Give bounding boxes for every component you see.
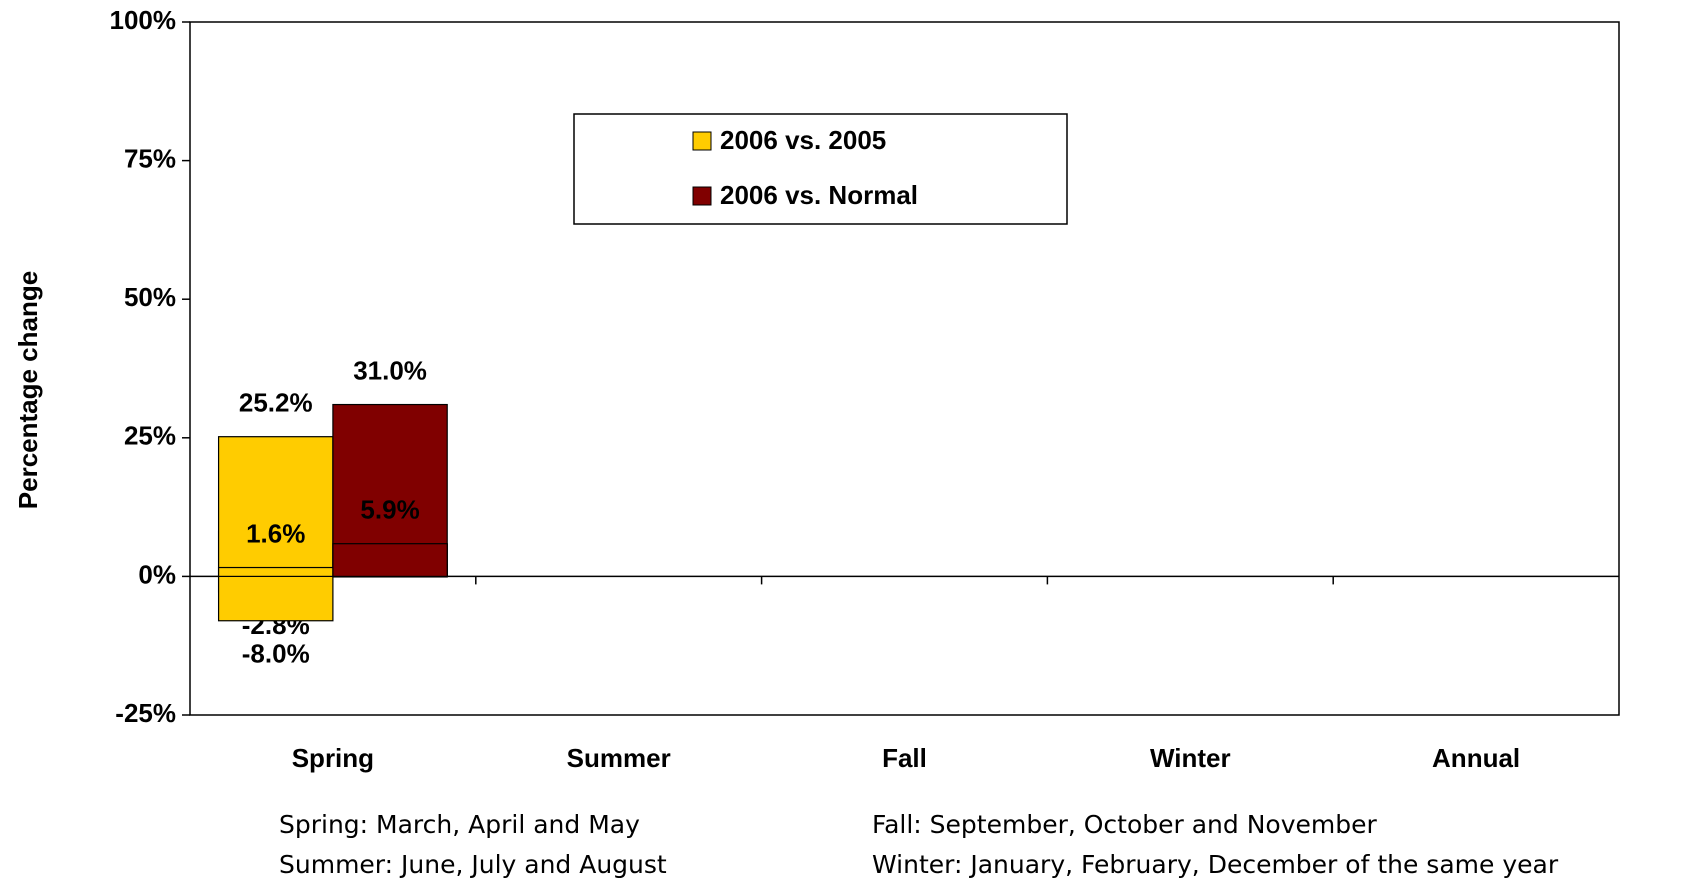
x-tick-label: Summer [567, 743, 671, 773]
y-tick-label: 25% [124, 421, 176, 451]
bar [217, 575, 334, 622]
value-label: 1.6% [246, 518, 305, 548]
value-label: -8.0% [242, 639, 310, 669]
y-tick-label: 0% [138, 559, 176, 589]
footnote: Spring: March, April and May [279, 810, 640, 839]
legend-label: 2006 vs. Normal [720, 180, 918, 210]
x-tick-label: Annual [1432, 743, 1520, 773]
bar [217, 436, 334, 577]
x-tick-label: Spring [292, 743, 374, 773]
x-tick-label: Winter [1150, 743, 1231, 773]
y-tick-label: 75% [124, 143, 176, 173]
footnote: Winter: January, February, December of t… [872, 850, 1559, 879]
y-tick-label: -25% [115, 698, 176, 728]
y-tick-label: 100% [110, 5, 177, 35]
bar [332, 543, 448, 578]
y-axis-title: Percentage change [13, 271, 43, 509]
legend-swatch [692, 131, 712, 151]
footnote: Summer: June, July and August [279, 850, 667, 879]
x-tick-label: Fall [882, 743, 927, 773]
legend-swatch [692, 186, 712, 206]
legend-label: 2006 vs. 2005 [720, 125, 886, 155]
value-label: 31.0% [353, 355, 427, 385]
bar [217, 566, 334, 578]
y-tick-label: 50% [124, 282, 176, 312]
plot-area [189, 21, 1620, 716]
value-label: 5.9% [360, 495, 419, 525]
legend-box [573, 113, 1068, 225]
value-label: 25.2% [239, 388, 313, 418]
footnote: Fall: September, October and November [872, 810, 1377, 839]
